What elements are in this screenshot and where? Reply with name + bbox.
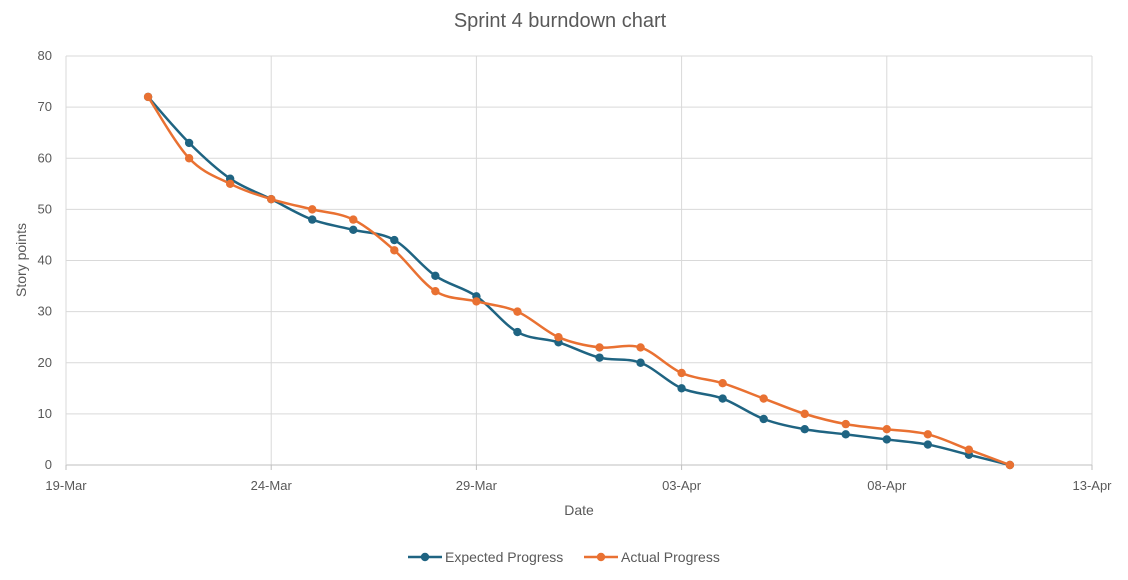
y-tick-label: 10 [38, 406, 52, 421]
y-tick-label: 0 [45, 457, 52, 472]
data-point [800, 409, 809, 419]
data-point [554, 332, 563, 342]
x-tick-label: 19-Mar [45, 478, 87, 493]
data-point [882, 425, 891, 434]
x-tick-label: 03-Apr [662, 478, 702, 493]
data-point [184, 154, 194, 163]
data-point [636, 358, 645, 367]
data-point [349, 215, 358, 224]
data-point [431, 271, 440, 281]
legend-label: Expected Progress [445, 549, 563, 565]
data-point [759, 414, 768, 424]
data-point [718, 379, 727, 388]
legend-item-expected-progress: Expected Progress [408, 549, 563, 565]
data-point [841, 419, 850, 429]
data-point [184, 138, 194, 148]
data-point [759, 394, 768, 403]
data-point [923, 440, 933, 449]
data-point [718, 394, 727, 403]
data-point [513, 327, 522, 337]
data-point [800, 425, 809, 434]
data-point [513, 307, 522, 316]
data-point [390, 246, 399, 255]
data-point [225, 179, 235, 189]
y-tick-label: 80 [38, 48, 52, 63]
series-line-actual-progress [147, 96, 1011, 467]
x-axis-title: Date [564, 502, 594, 518]
chart-title: Sprint 4 burndown chart [454, 10, 667, 32]
x-tick-label: 08-Apr [867, 478, 907, 493]
y-tick-label: 70 [38, 99, 52, 114]
y-tick-label: 20 [38, 355, 52, 370]
y-tick-label: 30 [38, 304, 52, 319]
data-point [143, 92, 153, 102]
data-point [349, 225, 358, 235]
data-point [882, 435, 891, 444]
data-point [308, 215, 317, 224]
series-expected-progress [143, 92, 1015, 470]
legend-swatch-marker [420, 552, 430, 562]
y-tick-label: 50 [38, 201, 52, 216]
data-point [636, 343, 645, 352]
x-tick-label: 24-Mar [251, 478, 293, 493]
y-tick-label: 60 [38, 150, 52, 165]
data-point [595, 343, 604, 352]
legend-item-actual-progress: Actual Progress [584, 549, 720, 565]
data-point [308, 205, 317, 214]
data-point [677, 368, 686, 378]
y-axis-title: Story points [13, 223, 29, 297]
data-point [964, 445, 974, 454]
series-actual-progress [143, 92, 1015, 470]
grid-layer [66, 55, 1093, 465]
data-point [390, 235, 399, 245]
data-point [841, 430, 850, 439]
data-point [595, 353, 604, 362]
legend: Expected Progress Actual Progress [408, 549, 720, 565]
data-point [267, 194, 276, 204]
data-point [472, 297, 481, 306]
series-layer [143, 92, 1015, 470]
data-point [677, 384, 686, 393]
legend-swatch-marker [596, 552, 606, 562]
series-line-expected-progress [147, 96, 1011, 467]
data-point [1005, 460, 1015, 470]
data-point [431, 286, 440, 296]
data-point [923, 430, 933, 439]
legend-label: Actual Progress [621, 549, 720, 565]
axis-layer: 0 10 20 30 40 50 60 70 80 19-Mar 24-Mar 29-Mar 03-Ap… [38, 48, 1113, 493]
x-tick-label: 13-Apr [1072, 478, 1112, 493]
y-tick-label: 40 [38, 253, 52, 268]
x-tick-label: 29-Mar [456, 478, 498, 493]
